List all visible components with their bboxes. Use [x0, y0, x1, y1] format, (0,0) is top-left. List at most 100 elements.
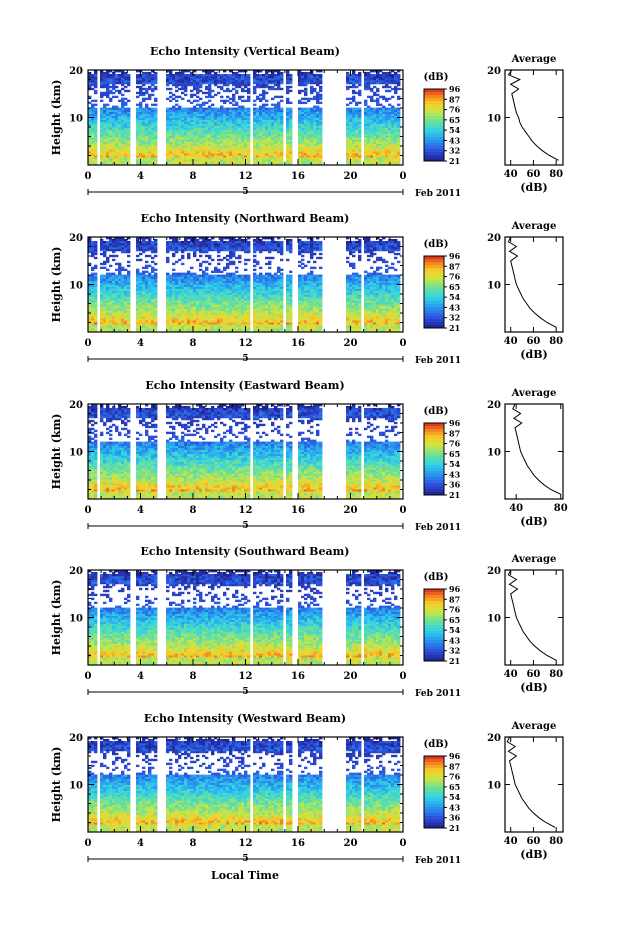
heatmap-cell	[115, 89, 119, 93]
heatmap-cell	[310, 163, 314, 166]
heatmap-cell	[301, 137, 305, 140]
heatmap-cell	[277, 83, 281, 87]
heatmap-cell	[319, 119, 323, 122]
heatmap-cell	[313, 139, 317, 142]
heatmap-cell	[304, 125, 308, 128]
heatmap-cell	[391, 73, 395, 77]
heatmap-cell	[94, 71, 98, 75]
heatmap-cell	[166, 153, 170, 156]
heatmap-cell	[280, 127, 284, 130]
heatmap-cell	[220, 141, 224, 144]
heatmap-cell	[286, 139, 290, 142]
heatmap-cell	[109, 159, 113, 162]
heatmap-cell	[265, 139, 269, 142]
heatmap-cell	[307, 151, 311, 154]
colorbar-tick-label: 54	[449, 125, 461, 135]
heatmap-cell	[109, 163, 113, 166]
heatmap-cell	[238, 161, 242, 164]
heatmap-cell	[118, 131, 122, 134]
heatmap-cell	[187, 240, 191, 244]
heatmap-cell	[280, 133, 284, 136]
heatmap-cell	[196, 131, 200, 134]
heatmap-cell	[88, 133, 92, 136]
heatmap-cell	[235, 109, 239, 112]
heatmap-cell	[286, 159, 290, 162]
heatmap-cell	[253, 119, 257, 122]
heatmap-cell	[232, 113, 236, 116]
heatmap-cell	[202, 141, 206, 144]
heatmap-cell	[154, 143, 158, 146]
heatmap-cell	[235, 79, 239, 83]
heatmap-cell	[112, 238, 116, 242]
heatmap-cell	[205, 139, 209, 142]
heatmap-cell	[388, 89, 392, 93]
colorbar-unit: (dB)	[424, 72, 449, 83]
heatmap-cell	[256, 149, 260, 152]
heatmap-cell	[202, 129, 206, 132]
heatmap-cell	[169, 157, 173, 160]
colorbar-swatch	[424, 149, 444, 153]
heatmap-cell	[235, 145, 239, 148]
heatmap-cell	[217, 117, 221, 120]
heatmap-cell	[94, 113, 98, 116]
heatmap-cell	[244, 127, 248, 130]
heatmap-cell	[319, 135, 323, 138]
heatmap-cell	[124, 97, 128, 101]
heatmap-cell	[148, 129, 152, 132]
heatmap-cell	[91, 147, 95, 150]
heatmap-cell	[166, 119, 170, 122]
heatmap-cell	[268, 81, 272, 85]
heatmap-cell	[148, 125, 152, 128]
heatmap-cell	[106, 91, 110, 95]
heatmap-cell	[148, 87, 152, 91]
heatmap-cell	[196, 103, 200, 107]
heatmap-cell	[298, 143, 302, 146]
heatmap-cell	[310, 117, 314, 120]
heatmap-cell	[286, 151, 290, 154]
heatmap-cell	[145, 131, 149, 134]
heatmap-cell	[145, 123, 149, 126]
heatmap-cell	[172, 159, 176, 162]
heatmap-cell	[310, 71, 314, 75]
heatmap-cell	[211, 129, 215, 132]
heatmap-cell	[274, 115, 278, 118]
heatmap-cell	[319, 113, 323, 116]
heatmap-cell	[265, 127, 269, 130]
heatmap-cell	[397, 95, 401, 99]
heatmap-cell	[172, 135, 176, 138]
heatmap-cell	[346, 143, 350, 146]
heatmap-cell	[262, 157, 266, 160]
heatmap-cell	[100, 262, 104, 266]
heatmap-cell	[91, 135, 95, 138]
heatmap-cell	[205, 91, 209, 95]
heatmap-cell	[232, 109, 236, 112]
heatmap-cell	[211, 81, 215, 85]
heatmap-cell	[304, 115, 308, 118]
heatmap-cell	[193, 141, 197, 144]
heatmap-cell	[199, 135, 203, 138]
heatmap-cell	[94, 161, 98, 164]
heatmap-cell	[286, 117, 290, 120]
heatmap-cell	[280, 141, 284, 144]
heatmap-cell	[205, 159, 209, 162]
heatmap-cell	[184, 109, 188, 112]
heatmap-cell	[187, 113, 191, 116]
heatmap-cell	[310, 89, 314, 93]
heatmap-cell	[310, 73, 314, 77]
heatmap-cell	[91, 125, 95, 128]
heatmap-cell	[289, 143, 293, 146]
heatmap-cell	[316, 133, 320, 136]
heatmap-cell	[232, 75, 236, 79]
heatmap-cell	[91, 139, 95, 142]
heatmap-cell	[316, 163, 320, 166]
heatmap-cell	[154, 141, 158, 144]
heatmap-cell	[175, 113, 179, 116]
heatmap-cell	[313, 121, 317, 124]
heatmap-cell	[136, 115, 140, 118]
heatmap-cell	[253, 149, 257, 152]
heatmap-cell	[202, 133, 206, 136]
heatmap-cell	[301, 111, 305, 114]
heatmap-cell	[220, 105, 224, 109]
heatmap-cell	[235, 151, 239, 154]
heatmap-cell	[208, 75, 212, 79]
